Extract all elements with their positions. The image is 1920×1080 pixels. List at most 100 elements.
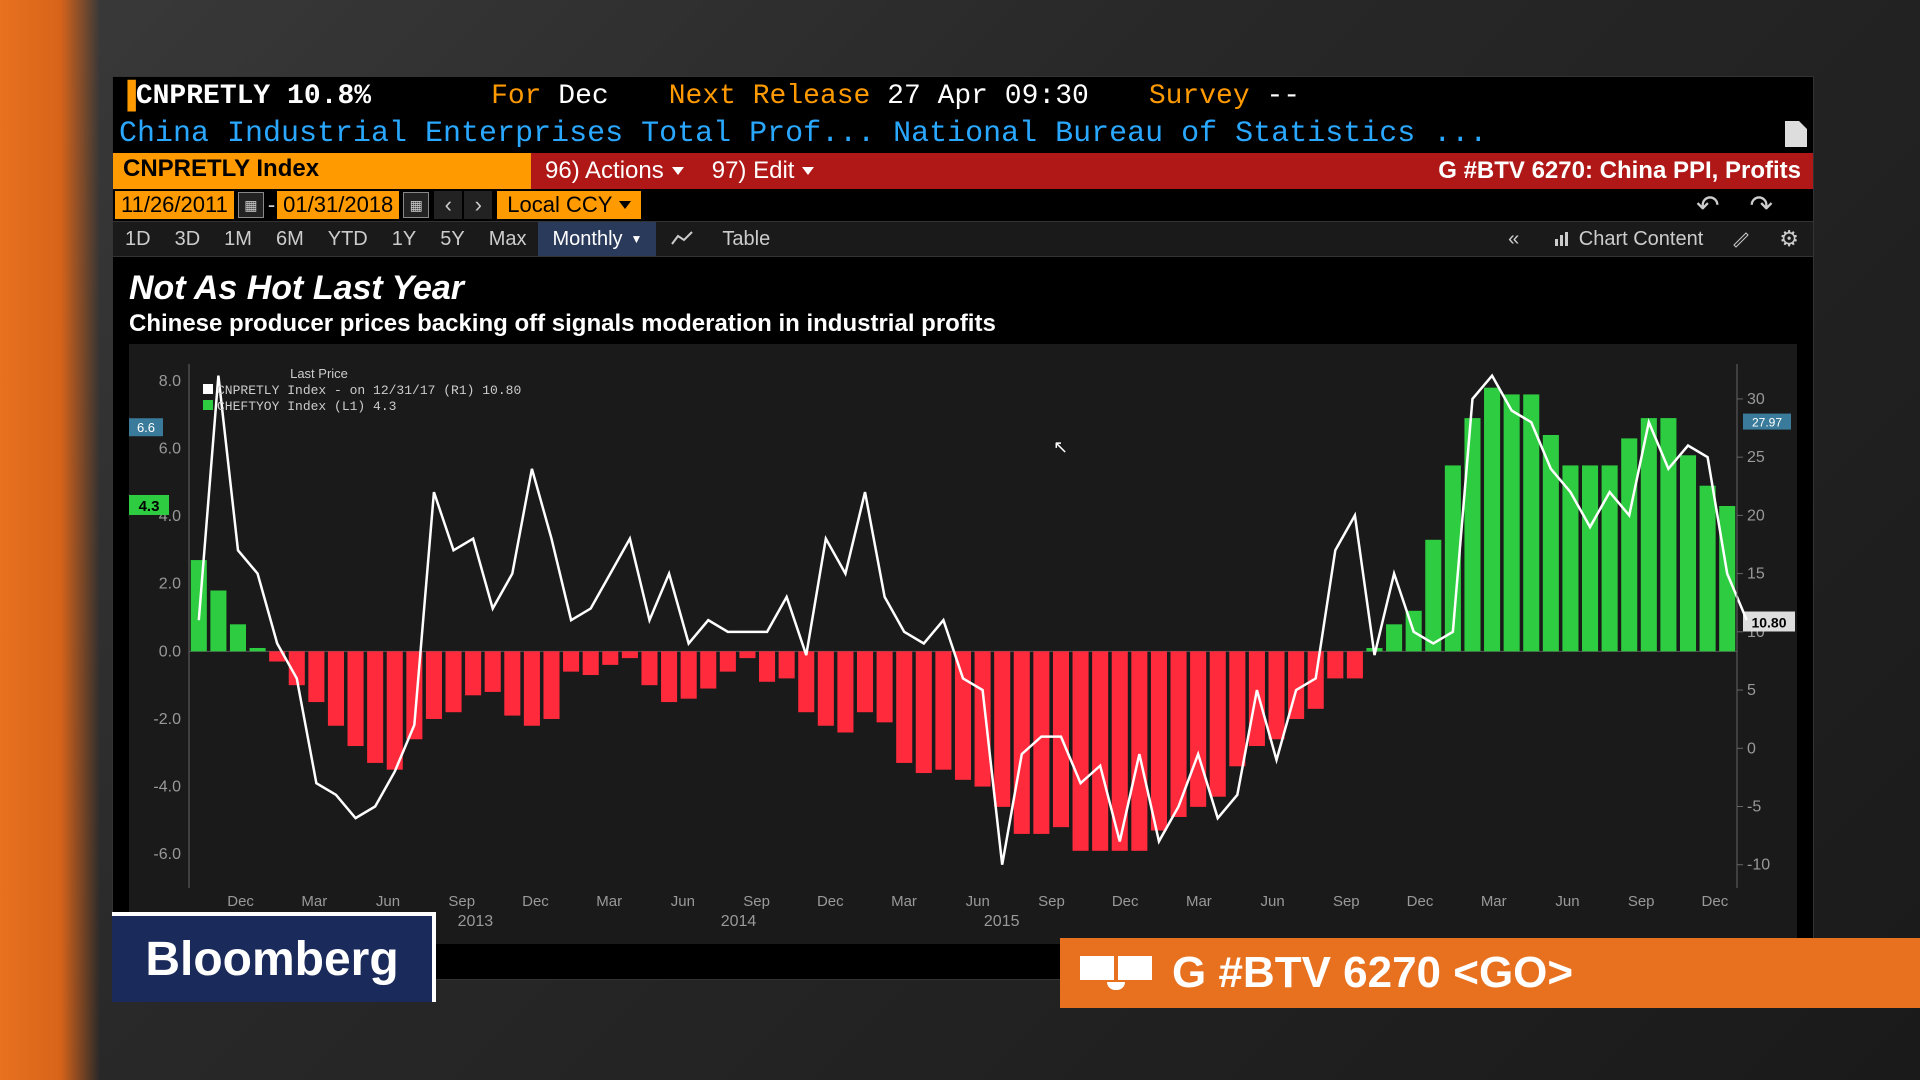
date-next-button[interactable]: ›	[464, 191, 492, 219]
svg-text:27.97: 27.97	[1752, 416, 1782, 430]
svg-text:-4.0: -4.0	[153, 779, 181, 796]
undo-button[interactable]: ↶	[1696, 189, 1719, 222]
svg-text:Jun: Jun	[671, 893, 695, 910]
page-title: G #BTV 6270: China PPI, Profits	[1438, 157, 1813, 185]
svg-text:8.0: 8.0	[159, 373, 181, 390]
svg-text:CNPRETLY Index - on 12/31/17 (: CNPRETLY Index - on 12/31/17 (R1) 10.80	[217, 383, 521, 398]
svg-text:Mar: Mar	[891, 893, 917, 910]
edit-button[interactable]: 97) Edit	[698, 153, 829, 189]
svg-text:2.0: 2.0	[159, 576, 181, 593]
svg-text:-5: -5	[1747, 798, 1761, 815]
svg-text:Dec: Dec	[522, 893, 549, 910]
svg-text:Sep: Sep	[1333, 893, 1360, 910]
period-button-1m[interactable]: 1M	[212, 222, 264, 256]
chart-content-button[interactable]: Chart Content	[1539, 222, 1717, 256]
svg-text:4.3: 4.3	[139, 498, 160, 515]
pencil-icon	[1731, 230, 1751, 248]
svg-text:25: 25	[1747, 449, 1765, 466]
svg-text:Dec: Dec	[817, 893, 844, 910]
gear-icon: ⚙	[1779, 226, 1799, 252]
svg-text:0.0: 0.0	[159, 643, 181, 660]
calendar-icon[interactable]: ▦	[238, 192, 264, 218]
bloomberg-logo: Bloomberg	[112, 912, 436, 1002]
settings-button[interactable]: ⚙	[1765, 222, 1813, 256]
svg-text:Mar: Mar	[1186, 893, 1212, 910]
period-button-max[interactable]: Max	[477, 222, 539, 256]
document-icon[interactable]	[1785, 121, 1807, 147]
bloomberg-terminal-window: ▐ CNPRETLY 10.8% For Dec Next Release 27…	[112, 76, 1814, 980]
date-toolbar: 11/26/2011 ▦ - 01/31/2018 ▦ ‹ › Local CC…	[113, 189, 1813, 221]
frequency-selector[interactable]: Monthly▼	[538, 222, 656, 256]
header-row-3: CNPRETLY Index 96) Actions 97) Edit G #B…	[113, 153, 1813, 189]
redo-button[interactable]: ↷	[1750, 189, 1773, 222]
svg-text:Sep: Sep	[1038, 893, 1065, 910]
svg-text:Jun: Jun	[966, 893, 990, 910]
chart-title: Not As Hot Last Year	[129, 269, 1797, 308]
svg-text:2013: 2013	[458, 913, 494, 930]
svg-text:6.0: 6.0	[159, 441, 181, 458]
period-button-1d[interactable]: 1D	[113, 222, 163, 256]
security-description: China Industrial Enterprises Total Prof.…	[119, 117, 1487, 151]
period-button-ytd[interactable]: YTD	[316, 222, 380, 256]
svg-text:Dec: Dec	[1407, 893, 1434, 910]
table-button[interactable]: Table	[708, 222, 784, 256]
svg-text:5: 5	[1747, 682, 1756, 699]
orange-edge-decoration	[0, 0, 100, 1080]
chart-subtitle: Chinese producer prices backing off sign…	[129, 310, 1797, 338]
date-from-input[interactable]: 11/26/2011	[115, 191, 234, 219]
next-release-label: Next Release	[669, 81, 871, 112]
chart-plot[interactable]: -6.0-4.0-2.00.02.04.06.08.0-10-505101520…	[129, 344, 1797, 944]
actions-button[interactable]: 96) Actions	[531, 153, 698, 189]
app-frame: ▐ CNPRETLY 10.8% For Dec Next Release 27…	[0, 0, 1920, 1080]
svg-text:Mar: Mar	[301, 893, 327, 910]
svg-text:10.80: 10.80	[1751, 615, 1786, 631]
svg-text:CHEFTYOY Index (L1): CHEFTYOY Index (L1) 4.3	[217, 399, 396, 414]
collapse-button[interactable]: «	[1488, 228, 1539, 251]
annotate-button[interactable]	[1717, 222, 1765, 256]
svg-text:Jun: Jun	[376, 893, 400, 910]
svg-text:Mar: Mar	[596, 893, 622, 910]
period-toolbar: 1D3D1M6MYTD1Y5YMax Monthly▼ Table « Char…	[113, 221, 1813, 257]
svg-text:Last Price: Last Price	[290, 366, 348, 381]
svg-text:-6.0: -6.0	[153, 846, 181, 863]
svg-text:Jun: Jun	[1555, 893, 1579, 910]
chart-container: Not As Hot Last Year Chinese producer pr…	[113, 257, 1813, 944]
svg-text:Dec: Dec	[1702, 893, 1729, 910]
date-to-input[interactable]: 01/31/2018	[277, 191, 399, 219]
red-toolbar: 96) Actions 97) Edit G #BTV 6270: China …	[531, 153, 1813, 189]
svg-text:30: 30	[1747, 391, 1765, 408]
svg-text:-10: -10	[1747, 857, 1770, 874]
terminal-icon	[1080, 956, 1152, 990]
period-button-5y[interactable]: 5Y	[428, 222, 476, 256]
svg-text:2015: 2015	[984, 913, 1020, 930]
chart-type-button[interactable]	[656, 222, 708, 256]
svg-text:15: 15	[1747, 566, 1765, 583]
survey-value: --	[1266, 81, 1300, 112]
header-row-1: ▐ CNPRETLY 10.8% For Dec Next Release 27…	[113, 77, 1813, 115]
go-command-text: G #BTV 6270 <GO>	[1172, 948, 1573, 998]
svg-text:Sep: Sep	[448, 893, 475, 910]
survey-label: Survey	[1149, 81, 1250, 112]
svg-text:Sep: Sep	[1628, 893, 1655, 910]
svg-text:20: 20	[1747, 507, 1765, 524]
header-row-2: China Industrial Enterprises Total Prof.…	[113, 115, 1813, 153]
chevron-down-icon	[619, 201, 631, 209]
bar-chart-icon	[1553, 231, 1573, 247]
svg-text:Jun: Jun	[1261, 893, 1285, 910]
period-button-6m[interactable]: 6M	[264, 222, 316, 256]
date-prev-button[interactable]: ‹	[434, 191, 462, 219]
next-release-value: 27 Apr 09:30	[887, 81, 1089, 112]
period-button-1y[interactable]: 1Y	[380, 222, 428, 256]
period-button-3d[interactable]: 3D	[163, 222, 213, 256]
go-command-bar: G #BTV 6270 <GO>	[1060, 938, 1920, 1008]
index-badge[interactable]: CNPRETLY Index	[113, 153, 531, 189]
svg-text:Sep: Sep	[743, 893, 770, 910]
svg-text:2014: 2014	[721, 913, 757, 930]
calendar-icon[interactable]: ▦	[403, 192, 429, 218]
chevron-down-icon	[802, 167, 814, 175]
svg-text:0: 0	[1747, 740, 1756, 757]
for-label: For	[491, 81, 541, 112]
svg-text:-2.0: -2.0	[153, 711, 181, 728]
chevron-down-icon	[672, 167, 684, 175]
currency-selector[interactable]: Local CCY	[497, 191, 640, 219]
